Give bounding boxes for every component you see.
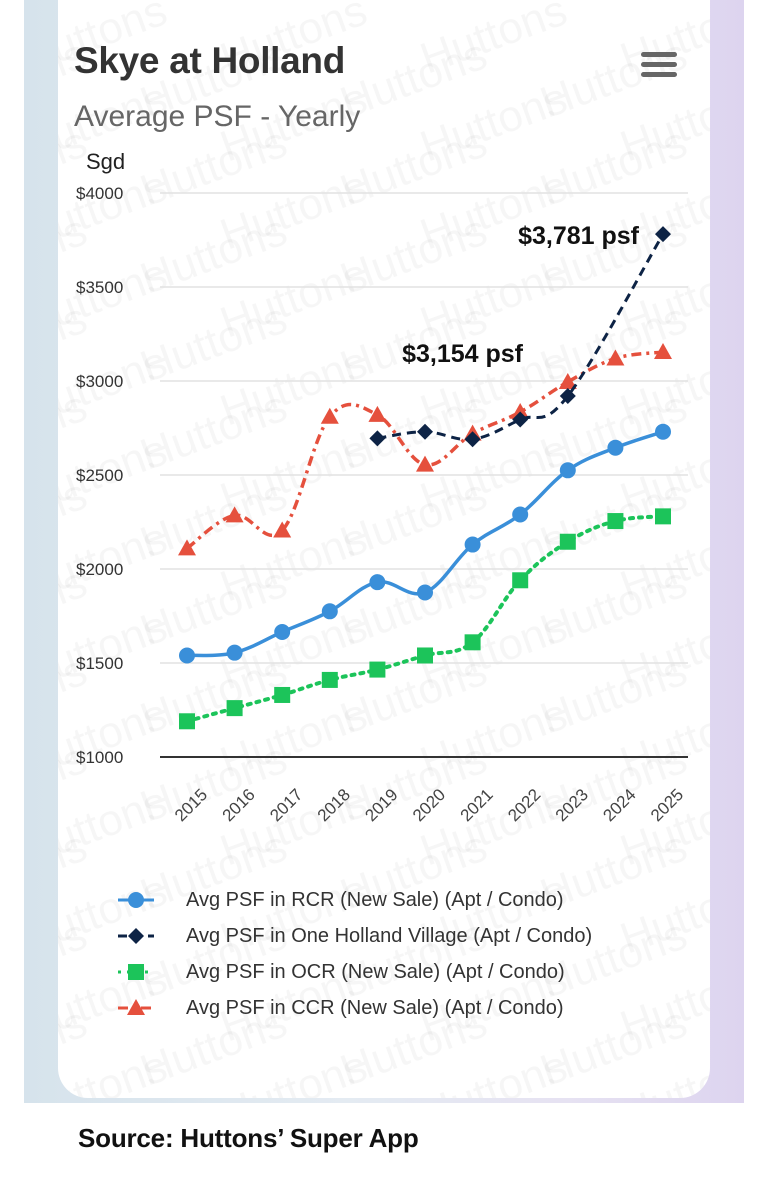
legend-label: Avg PSF in RCR (New Sale) (Apt / Condo) [186, 888, 564, 911]
watermark-text: Huttons [58, 998, 94, 1097]
data-point-triangle [511, 403, 530, 420]
chart-card: HuttonsHuttonsHuttonsHuttonsHuttonsHutto… [58, 0, 710, 1098]
data-point-circle [655, 423, 671, 440]
watermark-text: Huttons [414, 1042, 574, 1098]
y-axis-label: Sgd [86, 149, 126, 174]
watermark-text: Huttons [614, 1042, 710, 1098]
data-point-triangle [654, 343, 672, 360]
watermark-text: Huttons [614, 954, 710, 1053]
data-point-triangle [225, 506, 244, 523]
data-point-square [607, 513, 624, 530]
data-point-square [179, 713, 195, 730]
watermark-text: Huttons [134, 1086, 294, 1098]
legend-label: Avg PSF in One Holland Village (Apt / Co… [186, 924, 593, 947]
data-point-circle [274, 623, 291, 640]
data-point-square [369, 661, 386, 678]
legend-label: Avg PSF in CCR (New Sale) (Apt / Condo) [186, 996, 564, 1019]
legend-marker [127, 999, 145, 1015]
data-point-square [464, 634, 481, 651]
data-point-triangle [178, 539, 196, 556]
legend: Avg PSF in RCR (New Sale) (Apt / Condo) A… [114, 882, 592, 1026]
data-point-circle [226, 644, 243, 661]
data-point-circle [321, 603, 338, 620]
annotation-label: $3,781 psf [518, 222, 640, 250]
data-point-square [655, 508, 671, 525]
y-tick-label: $2500 [76, 466, 123, 485]
legend-marker [128, 892, 144, 908]
source-caption: Source: Huttons’ Super App [78, 1123, 419, 1153]
data-point-square [321, 671, 338, 688]
data-point-circle [559, 462, 576, 479]
data-point-diamond [655, 226, 671, 243]
menu-bar [641, 52, 677, 57]
data-point-circle [464, 536, 481, 553]
series-line-square [185, 514, 665, 724]
data-point-triangle [273, 521, 292, 538]
y-tick-label: $1000 [76, 748, 123, 767]
watermark-text: Huttons [534, 1086, 694, 1098]
data-point-circle [369, 574, 386, 591]
data-point-triangle [416, 455, 434, 472]
legend-circle-icon [118, 892, 154, 908]
legend-item[interactable]: Avg PSF in RCR (New Sale) (Apt / Condo) [114, 882, 592, 918]
data-point-triangle [320, 407, 339, 424]
watermark-text: Huttons [58, 1042, 174, 1098]
watermark-text: Huttons [614, 866, 710, 965]
x-tick-label: 2016 [219, 785, 259, 825]
y-tick-label: $1500 [76, 654, 123, 673]
data-point-square [512, 572, 529, 589]
legend-marker [128, 964, 144, 980]
data-point-diamond [512, 411, 529, 428]
data-point-triangle [606, 349, 625, 366]
legend-item[interactable]: Avg PSF in One Holland Village (Apt / Co… [114, 918, 592, 954]
x-tick-label: 2019 [361, 785, 401, 825]
x-tick-label: 2023 [552, 785, 592, 825]
y-tick-label: $3500 [76, 278, 123, 297]
x-tick-label: 2025 [647, 785, 687, 825]
x-tick-label: 2024 [599, 785, 639, 825]
data-point-square [417, 647, 433, 664]
y-tick-label: $2000 [76, 560, 123, 579]
data-point-triangle [558, 372, 577, 389]
data-point-circle [512, 506, 529, 523]
hamburger-menu-icon[interactable] [641, 52, 677, 82]
menu-bar [641, 62, 677, 67]
legend-diamond-icon [118, 928, 154, 944]
data-point-diamond [464, 431, 481, 448]
legend-square-icon [118, 964, 154, 980]
chart-title: Skye at Holland [74, 40, 346, 81]
data-point-diamond [417, 423, 433, 440]
data-point-circle [179, 647, 195, 664]
data-point-square [226, 700, 243, 717]
watermark-text: Huttons [334, 1086, 494, 1098]
data-point-square [559, 533, 576, 550]
legend-item[interactable]: Avg PSF in CCR (New Sale) (Apt / Condo) [114, 990, 592, 1026]
y-tick-label: $3000 [76, 372, 123, 391]
data-point-triangle [368, 405, 387, 422]
watermark-text: Huttons [214, 1042, 374, 1098]
data-point-square [274, 686, 291, 703]
x-tick-label: 2015 [171, 785, 211, 825]
data-point-diamond [369, 430, 386, 447]
x-tick-label: 2021 [457, 785, 497, 825]
watermark-text: Huttons [58, 910, 94, 1009]
legend-triangle-icon [118, 999, 154, 1015]
chart-subtitle: Average PSF - Yearly [74, 100, 361, 133]
annotation-label: $3,154 psf [402, 340, 524, 368]
data-point-circle [417, 584, 433, 601]
x-tick-label: 2022 [504, 785, 544, 825]
data-point-diamond [559, 388, 576, 405]
menu-bar [641, 72, 677, 77]
legend-label: Avg PSF in OCR (New Sale) (Apt / Condo) [186, 960, 565, 983]
y-tick-label: $4000 [76, 184, 123, 203]
x-tick-label: 2017 [266, 785, 306, 825]
series-line-triangle [185, 350, 664, 550]
x-tick-label: 2020 [409, 785, 449, 825]
legend-item[interactable]: Avg PSF in OCR (New Sale) (Apt / Condo) [114, 954, 592, 990]
x-tick-label: 2018 [314, 785, 354, 825]
legend-marker [128, 928, 144, 944]
data-point-circle [607, 439, 624, 456]
